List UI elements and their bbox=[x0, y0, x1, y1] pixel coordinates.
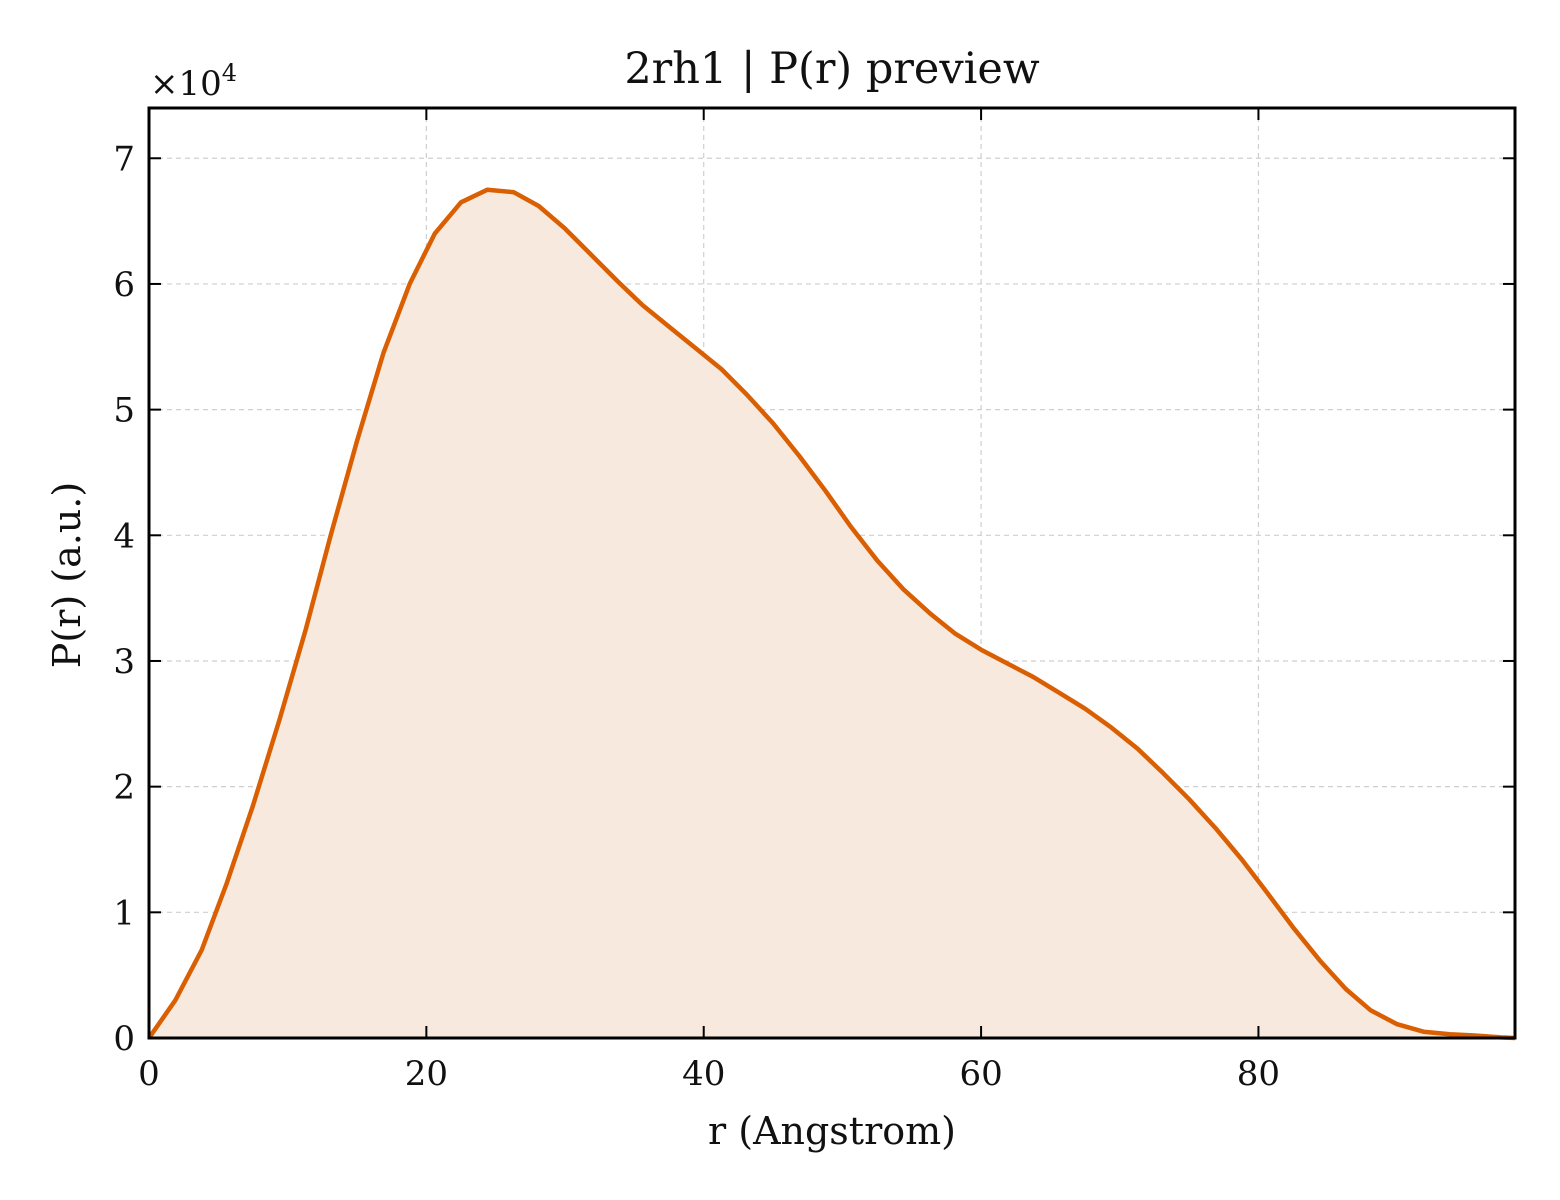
y-tick-label: 7 bbox=[113, 139, 135, 179]
pr-area-fill bbox=[149, 189, 1515, 1038]
ticks: 0 20 40 60 80 0 1 2 3 4 5 6 7 bbox=[113, 108, 1515, 1094]
y-tick-label: 1 bbox=[113, 893, 135, 933]
x-tick-label: 0 bbox=[138, 1054, 160, 1094]
y-axis-label: P(r) (a.u.) bbox=[45, 482, 89, 668]
y-tick-label: 6 bbox=[113, 265, 135, 305]
plot-frame bbox=[147, 106, 1517, 1040]
y-tick-label: 4 bbox=[113, 516, 135, 556]
x-tick-label: 60 bbox=[959, 1054, 1002, 1094]
x-tick-label: 80 bbox=[1237, 1054, 1280, 1094]
y-tick-label: 0 bbox=[113, 1019, 135, 1059]
pr-data-line bbox=[147, 187, 1516, 1041]
y-tick-label: 3 bbox=[113, 642, 135, 682]
x-tick-label: 20 bbox=[405, 1054, 448, 1094]
y-scale-multiplier: ×104 bbox=[150, 59, 237, 104]
x-axis-label: r (Angstrom) bbox=[708, 1109, 956, 1153]
x-tick-label: 40 bbox=[682, 1054, 725, 1094]
chart-title: 2rh1 | P(r) preview bbox=[624, 44, 1040, 94]
y-tick-label: 2 bbox=[113, 768, 135, 808]
y-tick-label: 5 bbox=[113, 391, 135, 431]
